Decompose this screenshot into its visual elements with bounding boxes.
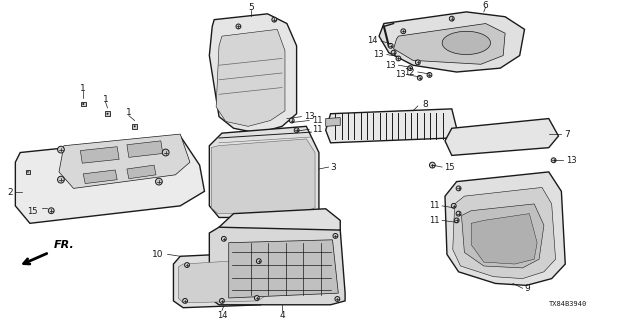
- Text: 13: 13: [566, 156, 577, 165]
- Circle shape: [429, 162, 435, 168]
- Polygon shape: [461, 204, 544, 268]
- Circle shape: [449, 16, 454, 21]
- Bar: [105, 111, 110, 116]
- Circle shape: [58, 176, 65, 183]
- Text: 15: 15: [27, 207, 38, 216]
- Circle shape: [333, 234, 338, 238]
- Text: 13: 13: [385, 61, 396, 70]
- Circle shape: [427, 73, 432, 77]
- Text: 11: 11: [429, 216, 439, 225]
- Text: 1: 1: [126, 108, 132, 117]
- Text: 8: 8: [422, 100, 428, 108]
- Polygon shape: [216, 29, 285, 126]
- Polygon shape: [228, 240, 339, 298]
- Text: 4: 4: [279, 311, 285, 320]
- Circle shape: [289, 118, 294, 123]
- Polygon shape: [211, 139, 315, 214]
- Text: 12: 12: [404, 68, 415, 76]
- Text: 10: 10: [152, 250, 164, 259]
- Circle shape: [58, 146, 65, 153]
- Text: 11: 11: [429, 201, 439, 210]
- Circle shape: [134, 125, 136, 127]
- Circle shape: [27, 171, 29, 173]
- Polygon shape: [127, 141, 163, 157]
- Polygon shape: [209, 14, 296, 133]
- Circle shape: [163, 149, 169, 156]
- Polygon shape: [209, 126, 319, 218]
- Polygon shape: [127, 165, 156, 179]
- Polygon shape: [326, 109, 456, 143]
- Polygon shape: [326, 118, 340, 126]
- Text: 1: 1: [102, 95, 108, 104]
- Polygon shape: [442, 31, 491, 54]
- Circle shape: [272, 17, 276, 22]
- Bar: [81, 101, 86, 107]
- Text: 9: 9: [525, 284, 531, 293]
- Polygon shape: [452, 188, 556, 279]
- Circle shape: [551, 158, 556, 163]
- Circle shape: [415, 60, 420, 65]
- Text: 14: 14: [217, 311, 227, 320]
- Polygon shape: [173, 252, 271, 308]
- Polygon shape: [394, 24, 505, 64]
- Circle shape: [255, 296, 259, 300]
- Circle shape: [401, 29, 406, 34]
- Text: 15: 15: [444, 163, 454, 172]
- Circle shape: [220, 299, 225, 303]
- Circle shape: [184, 263, 189, 268]
- Circle shape: [408, 66, 413, 71]
- Text: 2: 2: [8, 188, 13, 197]
- Text: 11: 11: [312, 125, 323, 134]
- Circle shape: [236, 24, 241, 29]
- Polygon shape: [219, 209, 340, 240]
- Polygon shape: [15, 136, 204, 223]
- Circle shape: [182, 299, 188, 303]
- Polygon shape: [179, 259, 266, 303]
- Text: 5: 5: [248, 3, 254, 12]
- Text: 6: 6: [483, 1, 488, 10]
- Circle shape: [388, 44, 393, 48]
- Text: 3: 3: [330, 163, 336, 172]
- Text: FR.: FR.: [54, 240, 75, 251]
- Bar: [26, 170, 30, 174]
- Polygon shape: [445, 119, 559, 156]
- Circle shape: [335, 297, 340, 301]
- Circle shape: [83, 103, 84, 105]
- Polygon shape: [445, 172, 565, 285]
- Circle shape: [454, 218, 459, 223]
- Circle shape: [456, 186, 461, 191]
- Circle shape: [49, 208, 54, 214]
- Text: 11: 11: [312, 116, 323, 125]
- Text: 14: 14: [367, 36, 378, 45]
- Circle shape: [451, 204, 456, 208]
- Polygon shape: [59, 134, 190, 188]
- Circle shape: [294, 128, 299, 132]
- Text: TX84B3940: TX84B3940: [549, 301, 588, 307]
- Circle shape: [417, 76, 422, 80]
- Text: 13: 13: [373, 50, 384, 59]
- Text: 13: 13: [305, 112, 315, 121]
- Text: 13: 13: [395, 70, 405, 79]
- Polygon shape: [81, 147, 119, 163]
- Circle shape: [257, 259, 261, 264]
- Polygon shape: [471, 214, 537, 264]
- Circle shape: [396, 56, 401, 61]
- Circle shape: [156, 178, 163, 185]
- Circle shape: [456, 211, 461, 216]
- Text: 7: 7: [564, 130, 570, 139]
- Bar: [132, 124, 137, 129]
- Text: 1: 1: [81, 84, 86, 93]
- Circle shape: [391, 50, 396, 55]
- Circle shape: [221, 236, 227, 241]
- Polygon shape: [209, 227, 345, 305]
- Polygon shape: [83, 170, 117, 184]
- Polygon shape: [379, 12, 525, 72]
- Circle shape: [106, 113, 108, 115]
